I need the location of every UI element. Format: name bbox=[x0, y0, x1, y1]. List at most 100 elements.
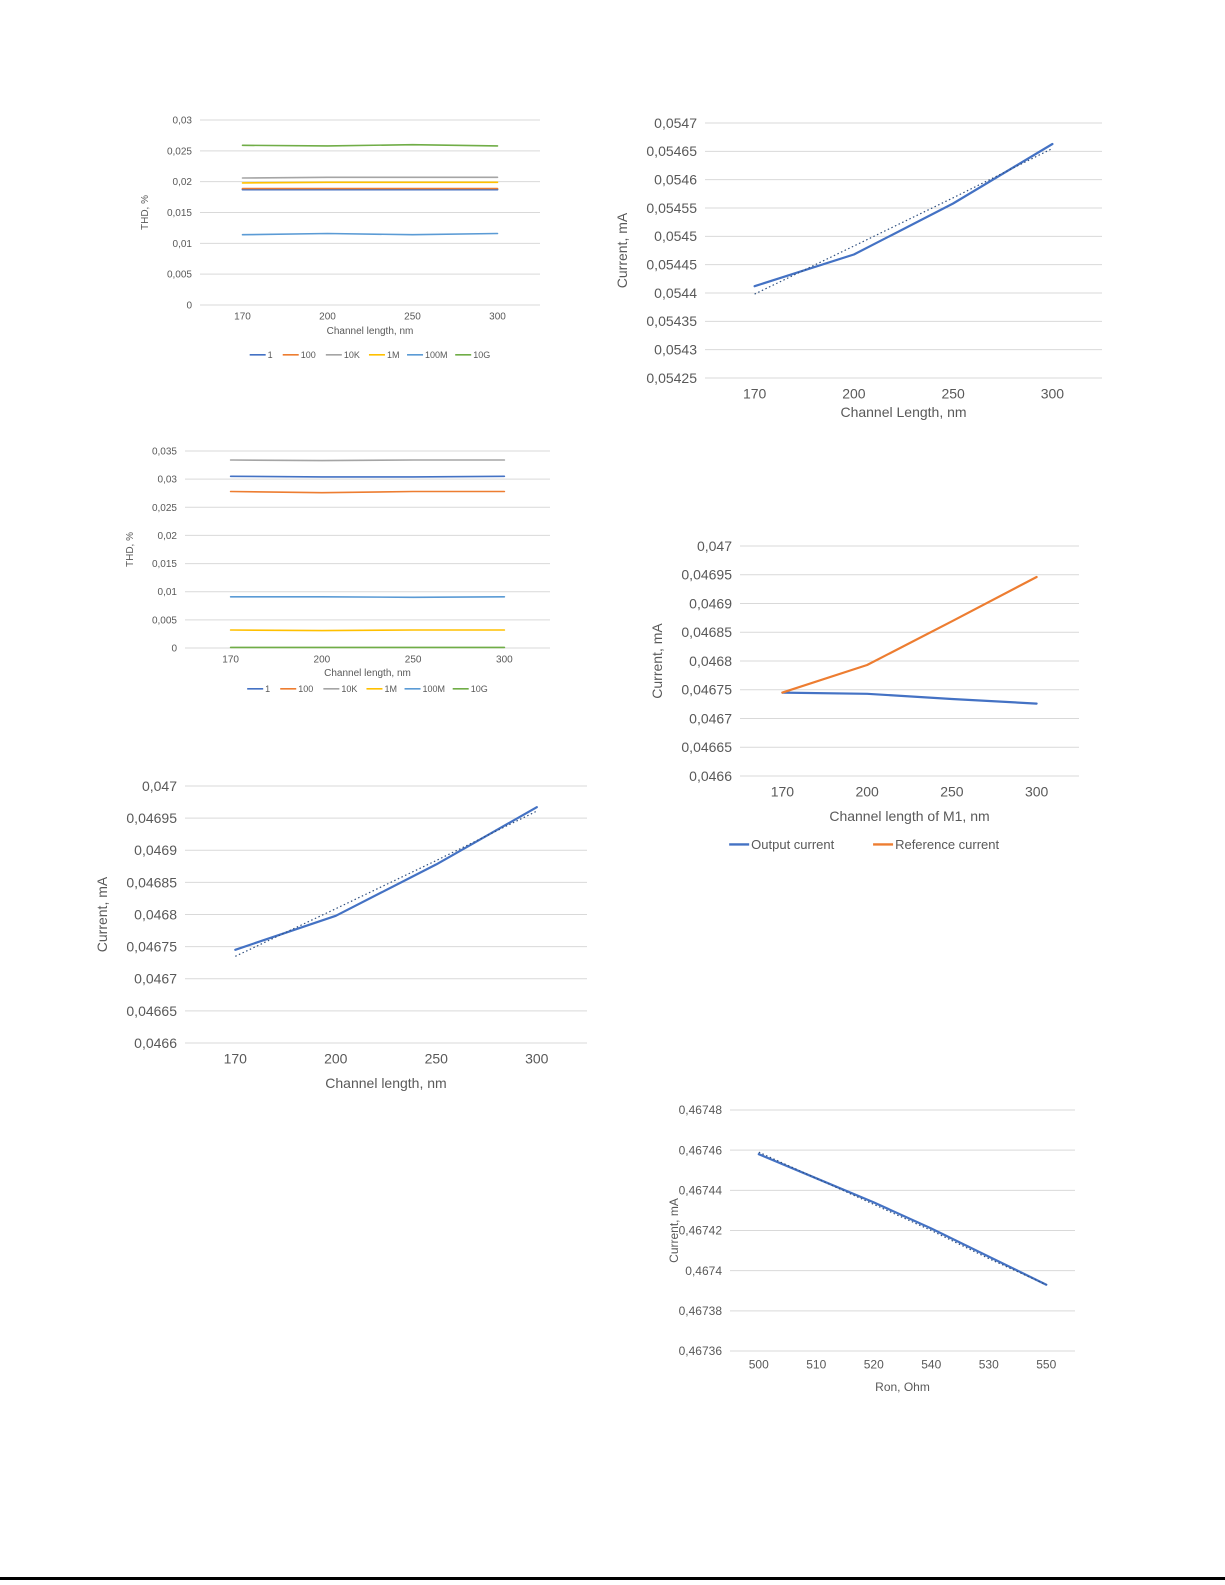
legend-label: 1 bbox=[268, 350, 273, 360]
y-tick-label: 0,03 bbox=[158, 475, 178, 486]
x-tick-label: 200 bbox=[314, 655, 331, 666]
thd-chart-middle: 0 0,005 0,01 0,015 0,02 0,025 0,03 0,035 170 200 2… bbox=[125, 447, 550, 694]
x-tick-label: 170 bbox=[234, 312, 251, 323]
x-tick-label: 510 bbox=[806, 1357, 826, 1371]
y-tick-label: 0,0466 bbox=[689, 768, 732, 784]
trendline bbox=[758, 1151, 1047, 1286]
y-tick-label: 0,05465 bbox=[646, 143, 697, 159]
y-tick-label: 0,0544 bbox=[654, 285, 697, 301]
y-tick-label: 0,0469 bbox=[134, 842, 177, 858]
y-tick-label: 0,4674 bbox=[685, 1264, 722, 1278]
current-ron-chart: 0,46736 0,46738 0,4674 0,46742 0,46744 0,4674… bbox=[667, 1103, 1075, 1394]
y-tick-label: 0,0467 bbox=[689, 710, 732, 726]
x-tick-label: 540 bbox=[921, 1357, 941, 1371]
y-tick-label: 0,05455 bbox=[646, 200, 697, 216]
x-tick-label: 300 bbox=[1025, 783, 1049, 799]
y-tick-label: 0,0543 bbox=[654, 342, 697, 358]
y-tick-label: 0,005 bbox=[167, 270, 192, 281]
legend-label: 100M bbox=[423, 684, 446, 694]
series-line-100m bbox=[241, 232, 499, 236]
y-axis-title: Current, mA bbox=[667, 1198, 681, 1263]
series-line-output-current bbox=[781, 691, 1038, 705]
x-axis-title: Channel length, nm bbox=[324, 668, 411, 679]
legend-label: 100 bbox=[301, 350, 316, 360]
x-tick-label: 300 bbox=[1041, 385, 1065, 401]
series-line-100m bbox=[229, 596, 506, 599]
y-tick-label: 0,05445 bbox=[646, 257, 697, 273]
y-tick-label: 0,46748 bbox=[679, 1103, 723, 1117]
legend-label: 10G bbox=[471, 684, 488, 694]
current-chart-top-right: 0,05425 0,0543 0,05435 0,0544 0,05445 0,0545 0… bbox=[614, 115, 1102, 420]
x-tick-label: 300 bbox=[525, 1050, 549, 1066]
x-tick-label: 250 bbox=[941, 385, 965, 401]
x-tick-label: 170 bbox=[224, 1050, 248, 1066]
y-tick-label: 0,0468 bbox=[134, 906, 177, 922]
y-tick-label: 0,05425 bbox=[646, 370, 697, 386]
y-tick-label: 0,0547 bbox=[654, 115, 697, 131]
y-tick-label: 0,025 bbox=[152, 503, 177, 514]
x-axis-title: Channel Length, nm bbox=[840, 404, 966, 420]
y-axis-title: Current, mA bbox=[649, 623, 665, 699]
y-tick-label: 0,0546 bbox=[654, 172, 697, 188]
x-tick-label: 550 bbox=[1036, 1357, 1056, 1371]
series-line-1 bbox=[229, 475, 506, 478]
x-tick-label: 200 bbox=[842, 385, 866, 401]
legend-label: 100 bbox=[298, 684, 313, 694]
legend-label: 10K bbox=[341, 684, 357, 694]
y-tick-label: 0,047 bbox=[142, 778, 177, 794]
y-tick-label: 0 bbox=[186, 301, 192, 312]
x-tick-label: 170 bbox=[743, 385, 767, 401]
x-tick-label: 200 bbox=[319, 312, 336, 323]
y-axis-title: Current, mA bbox=[614, 212, 630, 288]
legend-label: 100M bbox=[425, 350, 448, 360]
y-tick-label: 0,02 bbox=[173, 177, 193, 188]
y-tick-label: 0,04665 bbox=[126, 1003, 177, 1019]
series-line-current bbox=[234, 806, 538, 951]
x-axis-title: Channel length, nm bbox=[325, 1075, 446, 1091]
x-tick-label: 200 bbox=[324, 1050, 348, 1066]
y-tick-label: 0 bbox=[171, 644, 177, 655]
y-tick-label: 0,05435 bbox=[646, 313, 697, 329]
legend-label: 1 bbox=[265, 684, 270, 694]
x-tick-label: 200 bbox=[855, 783, 879, 799]
x-tick-label: 520 bbox=[864, 1357, 884, 1371]
x-tick-label: 170 bbox=[771, 783, 795, 799]
y-tick-label: 0,015 bbox=[152, 559, 177, 570]
y-tick-label: 0,0466 bbox=[134, 1035, 177, 1051]
y-tick-label: 0,46746 bbox=[679, 1143, 723, 1157]
x-axis-title: Ron, Ohm bbox=[875, 1380, 930, 1394]
y-tick-label: 0,46744 bbox=[679, 1184, 723, 1198]
y-tick-label: 0,04695 bbox=[126, 810, 177, 826]
y-tick-label: 0,04675 bbox=[126, 939, 177, 955]
x-tick-label: 250 bbox=[940, 783, 964, 799]
legend-label: 1M bbox=[387, 350, 400, 360]
series-line-10k bbox=[241, 176, 499, 179]
y-tick-label: 0,0468 bbox=[689, 653, 732, 669]
y-axis-title: THD, % bbox=[140, 195, 151, 230]
y-tick-label: 0,46742 bbox=[679, 1224, 723, 1238]
x-axis-title: Channel length, nm bbox=[327, 326, 414, 337]
y-tick-label: 0,01 bbox=[173, 239, 193, 250]
y-tick-label: 0,0545 bbox=[654, 228, 697, 244]
x-tick-label: 500 bbox=[749, 1357, 769, 1371]
y-tick-label: 0,035 bbox=[152, 447, 177, 458]
y-tick-label: 0,01 bbox=[158, 587, 178, 598]
x-tick-label: 300 bbox=[496, 655, 513, 666]
y-tick-label: 0,04685 bbox=[126, 874, 177, 890]
y-tick-label: 0,03 bbox=[173, 116, 193, 127]
y-tick-label: 0,0469 bbox=[689, 595, 732, 611]
y-tick-label: 0,04675 bbox=[681, 682, 732, 698]
series-line-current bbox=[753, 142, 1054, 288]
legend-label: 10G bbox=[473, 350, 490, 360]
y-tick-label: 0,015 bbox=[167, 208, 192, 219]
x-tick-label: 250 bbox=[425, 1050, 449, 1066]
series-line-10k bbox=[229, 459, 506, 462]
series-line-10g bbox=[241, 143, 499, 147]
y-tick-label: 0,04695 bbox=[681, 567, 732, 583]
legend-label: Output current bbox=[751, 837, 834, 852]
y-tick-label: 0,46736 bbox=[679, 1344, 723, 1358]
y-tick-label: 0,047 bbox=[697, 538, 732, 554]
x-tick-label: 530 bbox=[979, 1357, 999, 1371]
y-tick-label: 0,0467 bbox=[134, 971, 177, 987]
y-tick-label: 0,04665 bbox=[681, 739, 732, 755]
